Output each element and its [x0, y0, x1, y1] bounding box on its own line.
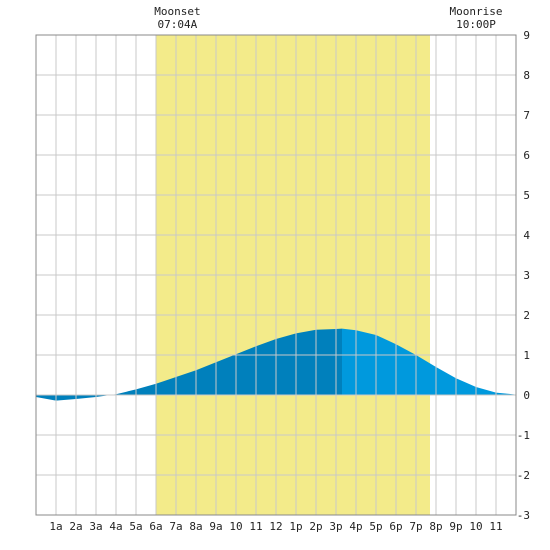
x-tick-label: 2a	[69, 520, 82, 533]
x-tick-label: 8p	[429, 520, 442, 533]
x-tick-label: 2p	[309, 520, 322, 533]
tide-area-falling	[342, 328, 516, 395]
x-tick-label: 8a	[189, 520, 202, 533]
y-tick-label: -3	[517, 509, 530, 522]
x-tick-label: 1p	[289, 520, 302, 533]
y-tick-label: 9	[523, 29, 530, 42]
x-tick-label: 7p	[409, 520, 422, 533]
tide-area-rising	[36, 328, 342, 401]
x-tick-label: 10	[469, 520, 482, 533]
x-tick-label: 7a	[169, 520, 182, 533]
x-tick-label: 9p	[449, 520, 462, 533]
y-tick-label: 5	[523, 189, 530, 202]
annotation-time: 07:04A	[158, 18, 198, 31]
y-tick-label: 4	[523, 229, 530, 242]
y-tick-label: 7	[523, 109, 530, 122]
plot-frame	[35, 34, 517, 516]
x-tick-label: 1a	[49, 520, 62, 533]
y-tick-label: 0	[523, 389, 530, 402]
annotation-label: Moonset	[154, 5, 200, 18]
x-tick-label: 3a	[89, 520, 102, 533]
x-tick-label: 5p	[369, 520, 382, 533]
x-tick-label: 12	[269, 520, 282, 533]
x-tick-label: 4p	[349, 520, 362, 533]
x-tick-label: 4a	[109, 520, 122, 533]
y-tick-label: 6	[523, 149, 530, 162]
x-tick-label: 3p	[329, 520, 342, 533]
x-tick-label: 11	[249, 520, 262, 533]
x-tick-label: 9a	[209, 520, 222, 533]
annotation-time: 10:00P	[456, 18, 496, 31]
x-tick-label: 11	[489, 520, 502, 533]
x-tick-label: 6a	[149, 520, 162, 533]
y-tick-label: 2	[523, 309, 530, 322]
y-tick-label: 1	[523, 349, 530, 362]
y-tick-label: 8	[523, 69, 530, 82]
y-tick-label: 3	[523, 269, 530, 282]
x-tick-label: 10	[229, 520, 242, 533]
x-tick-label: 6p	[389, 520, 402, 533]
annotation-label: Moonrise	[450, 5, 503, 18]
y-tick-label: -2	[517, 469, 530, 482]
y-tick-label: -1	[517, 429, 530, 442]
x-tick-label: 5a	[129, 520, 142, 533]
